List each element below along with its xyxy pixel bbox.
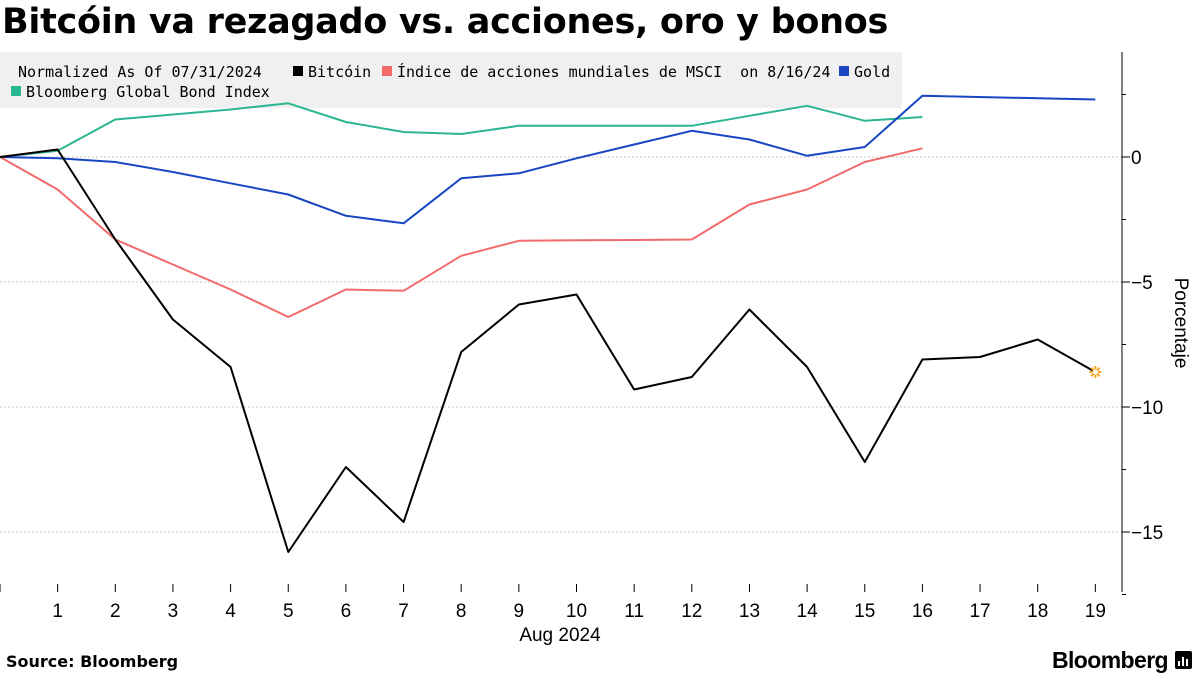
legend-label-bitcoin: Bitcóin <box>308 63 371 81</box>
x-tick-label: 16 <box>912 601 933 622</box>
source-note: Source: Bloomberg <box>6 652 179 671</box>
bloomberg-terminal-icon <box>1175 651 1192 669</box>
x-tick-label: 12 <box>681 601 702 622</box>
x-tick-label: 18 <box>1027 601 1048 622</box>
x-tick-label: 7 <box>398 601 409 622</box>
legend-header: Normalized As Of 07/31/2024 <box>18 63 262 81</box>
x-tick-label: 1 <box>52 601 63 622</box>
y-tick-label: −15 <box>1131 523 1163 544</box>
series-line-3 <box>0 102 923 158</box>
y-axis-ticks: 0 −5 −10 −15 <box>1122 94 1163 595</box>
legend-swatch-msci <box>382 66 392 76</box>
legend-swatch-bond <box>11 86 21 96</box>
x-tick-label: 2 <box>110 601 121 622</box>
x-tick-label: 14 <box>797 601 819 622</box>
legend-background <box>0 52 902 108</box>
legend: Normalized As Of 07/31/2024 Bitcóin Índi… <box>11 62 890 101</box>
x-tick-label: 3 <box>168 601 179 622</box>
legend-swatch-gold <box>839 66 849 76</box>
x-tick-label: 5 <box>283 601 294 622</box>
brand-logo: Bloomberg <box>1052 647 1169 673</box>
series-line-2 <box>0 94 1096 225</box>
x-tick-label: 15 <box>854 601 875 622</box>
bitcoin-end-marker <box>1089 366 1102 378</box>
x-axis-ticks: 1 2 3 4 5 6 7 8 9 10 11 12 13 14 15 16 17 18 19 <box>0 584 1106 622</box>
x-tick-label: 17 <box>969 601 990 622</box>
legend-label-msci: Índice de acciones mundiales de MSCI on … <box>397 62 830 81</box>
series-line-1 <box>0 147 923 318</box>
legend-label-bond: Bloomberg Global Bond Index <box>26 83 270 101</box>
y-tick-label: 0 <box>1131 148 1142 169</box>
grid-layer <box>0 156 1122 533</box>
x-tick-label: 13 <box>739 601 760 622</box>
chart-title: Bitcóin va rezagado vs. acciones, oro y … <box>2 2 889 42</box>
series-layer <box>0 94 1102 553</box>
x-tick-label: 11 <box>624 601 644 622</box>
legend-label-gold: Gold <box>854 63 890 81</box>
x-axis-label: Aug 2024 <box>519 625 601 646</box>
y-axis-label: Porcentaje <box>1170 278 1191 369</box>
x-tick-label: 19 <box>1085 601 1106 622</box>
y-tick-label: −10 <box>1131 398 1163 419</box>
x-tick-label: 10 <box>566 601 587 622</box>
marker-center <box>1092 369 1098 375</box>
x-tick-label: 6 <box>341 601 352 622</box>
x-tick-label: 8 <box>456 601 467 622</box>
series-line-0 <box>0 148 1096 553</box>
legend-swatch-bitcoin <box>293 66 303 76</box>
x-tick-label: 9 <box>514 601 525 622</box>
y-tick-label: −5 <box>1131 273 1153 294</box>
x-tick-label: 4 <box>225 601 236 622</box>
